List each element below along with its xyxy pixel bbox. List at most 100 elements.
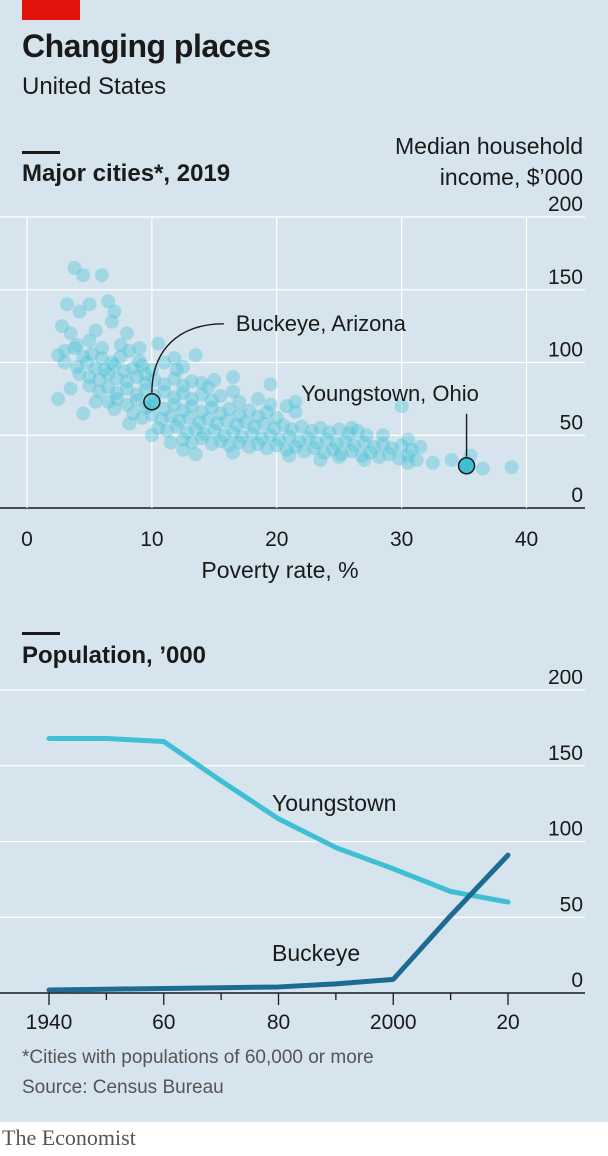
scatter-point <box>72 304 87 319</box>
scatter-point <box>213 388 228 403</box>
scatter-point <box>354 448 369 463</box>
publisher-logo: The Economist <box>2 1125 136 1150</box>
scatter-point <box>392 451 407 466</box>
scatter-point <box>272 432 287 447</box>
scatter-point <box>319 432 334 447</box>
scatter-point <box>201 412 216 427</box>
scatter-point <box>338 434 353 449</box>
chart-subtitle: United States <box>22 73 167 100</box>
x-tick-label: 20 <box>265 528 288 551</box>
y-tick-label: 200 <box>548 195 583 216</box>
scatter-point <box>292 434 307 449</box>
source-note: Source: Census Bureau <box>22 1077 224 1098</box>
scatter-point <box>400 432 415 447</box>
brand-red-tag <box>22 0 80 20</box>
scatter-point <box>122 343 137 358</box>
scatter-point <box>259 441 274 456</box>
scatter-point <box>367 439 382 454</box>
scatter-point <box>144 407 159 422</box>
scatter-point <box>288 404 303 419</box>
scatter-point <box>188 447 203 462</box>
scatter-point <box>104 355 119 370</box>
scatter-point <box>76 406 91 421</box>
scatter-point <box>242 403 257 418</box>
scatter-point <box>309 435 324 450</box>
scatter-point <box>232 407 247 422</box>
scatter-point <box>107 304 122 319</box>
scatter-point <box>259 404 274 419</box>
x-tick-label: 1940 <box>26 1011 73 1034</box>
scatter-point <box>334 447 349 462</box>
scatter-point <box>94 351 109 366</box>
scatter-point <box>72 367 87 382</box>
scatter-point <box>67 340 82 355</box>
annotation-label-youngstown: Youngstown, Ohio <box>301 381 479 406</box>
scatter-point <box>375 436 390 451</box>
scatter-point <box>129 393 144 408</box>
scatter-point <box>129 370 144 385</box>
scatter-point <box>167 371 182 386</box>
scatter-point <box>226 425 241 440</box>
scatter-point <box>101 294 116 309</box>
scatter-point <box>134 410 149 425</box>
scatter-point <box>101 394 116 409</box>
scatter-point <box>59 297 74 312</box>
scatter-point <box>172 413 187 428</box>
scatter-point <box>344 420 359 435</box>
scatter-point <box>394 399 409 414</box>
scatter-point <box>169 419 184 434</box>
scatter-point <box>132 354 147 369</box>
scatter-point <box>282 448 297 463</box>
scatter-point <box>288 439 303 454</box>
scatter-point <box>279 399 294 414</box>
scatter-point <box>194 387 209 402</box>
scatter-point <box>363 445 378 460</box>
scatter-point <box>247 419 262 434</box>
scatter-point <box>194 431 209 446</box>
scatter-point <box>209 416 224 431</box>
scatter-y-axis-label-text: Median household income, $’000 <box>395 133 583 190</box>
scatter-point <box>184 399 199 414</box>
scatter-point <box>79 355 94 370</box>
scatter-point <box>251 391 266 406</box>
scatter-point <box>132 340 147 355</box>
series-label-buckeye: Buckeye <box>272 940 360 966</box>
scatter-point <box>179 425 194 440</box>
scatter-point <box>313 420 328 435</box>
x-tick-label: 80 <box>267 1011 290 1034</box>
scatter-point <box>284 422 299 437</box>
highlight-point-buckeye <box>143 393 161 411</box>
scatter-point <box>151 420 166 435</box>
y-tick-label: 100 <box>548 339 583 362</box>
scatter-point <box>263 428 278 443</box>
scatter-point <box>154 412 169 427</box>
scatter-point <box>176 378 191 393</box>
scatter-point <box>207 372 222 387</box>
scatter-y-axis-label: Median household income, $’000 <box>383 131 583 193</box>
scatter-point <box>84 346 99 361</box>
scatter-point <box>76 268 91 283</box>
scatter-point <box>304 423 319 438</box>
x-tick-label: 0 <box>21 528 33 551</box>
scatter-point <box>101 380 116 395</box>
section-rule <box>22 151 60 154</box>
scatter-point <box>251 409 266 424</box>
scatter-point <box>232 435 247 450</box>
line-section-title: Population, ’000 <box>22 642 207 669</box>
scatter-point <box>184 391 199 406</box>
scatter-point <box>94 268 109 283</box>
scatter-point <box>182 410 197 425</box>
scatter-point <box>94 340 109 355</box>
scatter-point <box>263 397 278 412</box>
y-tick-label: 50 <box>560 411 583 434</box>
scatter-point <box>188 422 203 437</box>
scatter-point <box>226 370 241 385</box>
scatter-point <box>329 436 344 451</box>
scatter-x-axis-label: Poverty rate, % <box>201 557 358 583</box>
section-rule <box>22 632 60 635</box>
scatter-point <box>213 406 228 421</box>
y-tick-label: 0 <box>571 484 583 507</box>
scatter-point <box>144 428 159 443</box>
scatter-point <box>169 362 184 377</box>
